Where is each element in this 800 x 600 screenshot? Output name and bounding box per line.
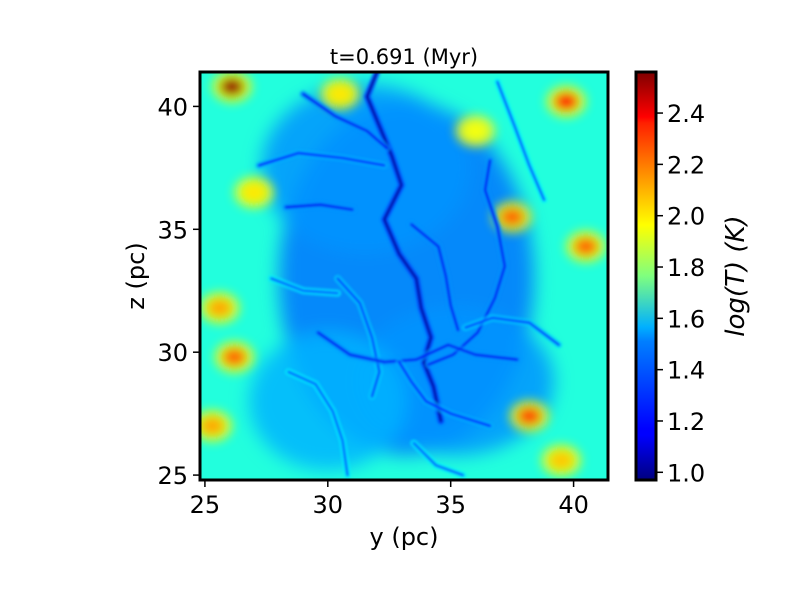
chart-title: t=0.691 (Myr)	[330, 45, 478, 69]
hot-spot	[222, 348, 247, 367]
cold-filament	[336, 277, 381, 398]
hot-spot	[549, 451, 574, 470]
cool-region-layer	[249, 84, 554, 471]
colorbar-tick-label: 2.4	[667, 100, 705, 128]
colorbar-tick-label: 1.0	[667, 459, 705, 487]
cold-filament-layer	[255, 72, 563, 479]
plot-area	[200, 72, 608, 480]
plot-frame	[198, 70, 610, 482]
hot-spot	[573, 237, 598, 256]
x-tick-label: 25	[190, 491, 221, 519]
hot-spot	[463, 121, 488, 140]
colorbar-tick-label: 1.8	[667, 254, 705, 282]
cold-filament	[464, 316, 561, 347]
cold-filament	[410, 223, 460, 332]
cold-filament	[316, 331, 519, 364]
y-tick-label: 25	[157, 462, 188, 490]
cool-region	[357, 307, 554, 456]
cold-filament	[397, 360, 492, 428]
hot-spot	[328, 85, 353, 104]
colorbar-tick-label: 2.2	[667, 151, 705, 179]
cool-region	[261, 84, 468, 252]
cold-filament	[301, 92, 389, 150]
cold-filament	[284, 203, 354, 211]
colorbar-label: log(T) (K)	[721, 215, 751, 336]
y-tick-label: 35	[157, 216, 188, 244]
x-tick-label: 40	[558, 491, 589, 519]
hot-spot	[219, 77, 244, 96]
x-tick-label: 35	[435, 491, 466, 519]
hot-spot	[207, 298, 232, 317]
colorbar-ticks: 1.0 1.2 1.4 1.6 1.8 2.0 2.2 2.4	[656, 100, 705, 487]
y-tick-label: 30	[157, 339, 188, 367]
cold-filament	[257, 151, 386, 167]
cold-filament	[496, 80, 546, 202]
colorbar-tick-label: 1.2	[667, 408, 705, 436]
colorbar-tick-label: 1.6	[667, 305, 705, 333]
y-axis-ticks: 25 30 35 40	[157, 93, 200, 490]
cold-filament	[287, 370, 349, 477]
x-tick-label: 30	[313, 491, 344, 519]
hot-spot	[517, 407, 542, 426]
y-axis-label: z (pc)	[122, 242, 150, 309]
x-axis-ticks: 25 30 35 40	[190, 480, 589, 519]
y-tick-label: 40	[157, 93, 188, 121]
x-axis-label: y (pc)	[370, 523, 439, 551]
colorbar-tick-label: 2.0	[667, 203, 705, 231]
hot-spot	[500, 208, 525, 227]
hot-spot-layer	[200, 72, 606, 477]
cold-filament	[270, 277, 339, 295]
colorbar-tick-label: 1.4	[667, 357, 705, 385]
hot-spot	[554, 92, 579, 111]
cold-filament	[412, 441, 465, 477]
cold-filament	[365, 72, 443, 423]
hot-spot	[242, 183, 267, 202]
hot-spot	[200, 416, 225, 435]
colorbar	[634, 70, 658, 482]
